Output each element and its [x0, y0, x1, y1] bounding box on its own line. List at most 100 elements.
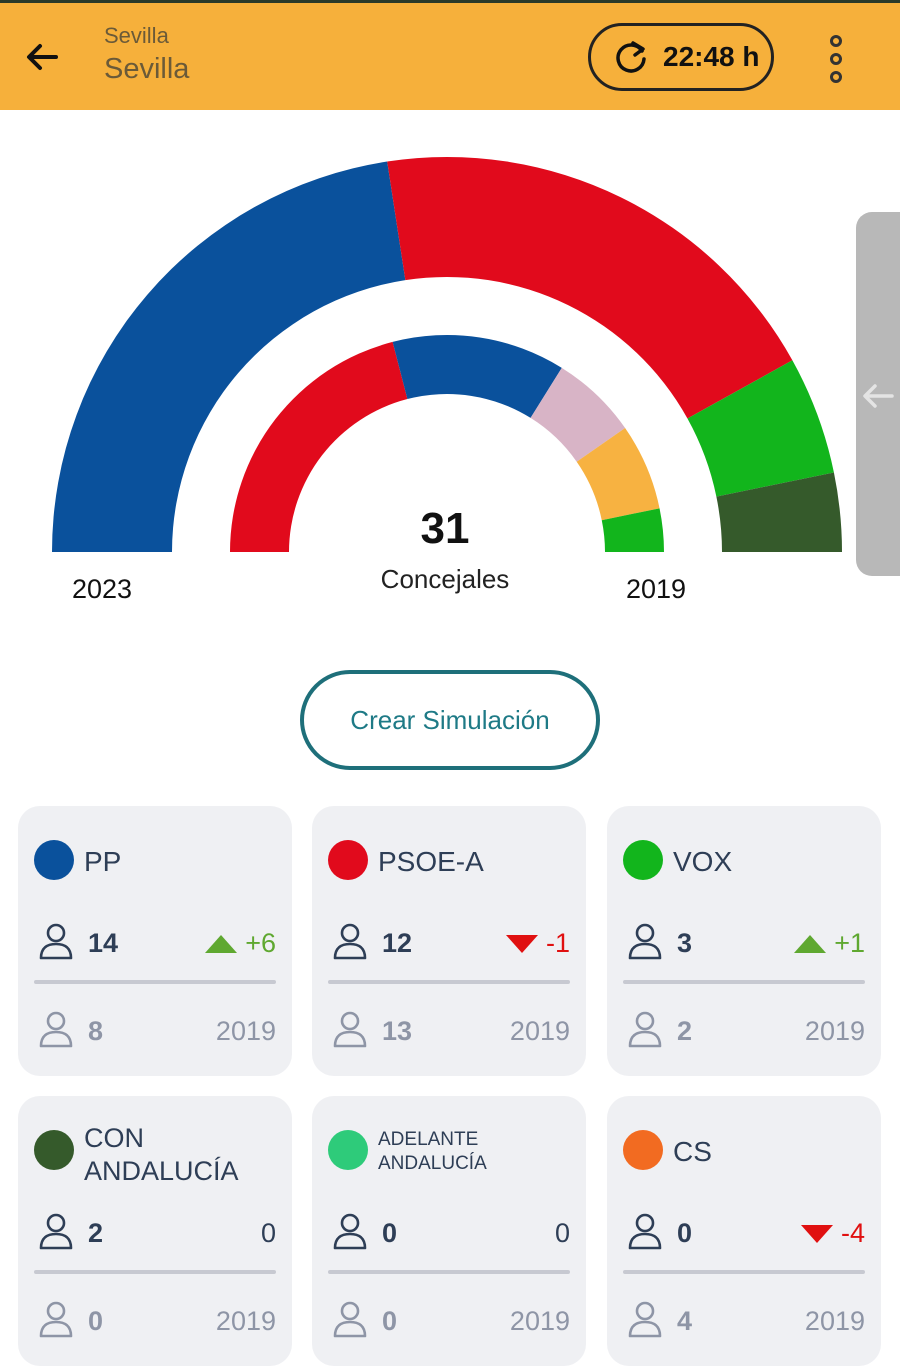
seat-chart [52, 157, 842, 553]
party-name: CS [673, 1136, 712, 1167]
party-card-vox[interactable]: VOX 3 +1 2 2019 [607, 806, 881, 1076]
party-card-adelante-andalucia[interactable]: ADELANTE ANDALUCÍA 0 0 0 2019 [312, 1096, 586, 1366]
seat-change: -4 [800, 1218, 865, 1249]
party-name: ADELANTE ANDALUCÍA [378, 1128, 487, 1176]
divider [34, 980, 276, 984]
party-name-line1: ADELANTE [378, 1129, 479, 1150]
seats-2023-row: 14 +6 [34, 922, 276, 962]
ring-2019-slice-pp [392, 335, 562, 418]
person-icon [39, 1011, 73, 1048]
seats-2019-row: 8 2019 [34, 1010, 276, 1050]
party-color-dot [34, 1130, 74, 1170]
party-color-dot [34, 840, 74, 880]
seats-2019-row: 13 2019 [328, 1010, 570, 1050]
party-name-line2: ANDALUCÍA [84, 1156, 239, 1186]
total-seats: 31 [420, 504, 470, 553]
seats-2023-row: 0 0 [328, 1212, 570, 1252]
person-icon [39, 1213, 73, 1250]
party-name-line1: CON [84, 1123, 144, 1153]
ring-2019-slice-cs [576, 428, 660, 521]
party-name: PP [84, 846, 122, 877]
seats-2019-row: 0 2019 [328, 1300, 570, 1340]
seats-2019-row: 4 2019 [623, 1300, 865, 1340]
seat-change-value: -1 [545, 928, 570, 958]
side-panel-handle[interactable] [856, 212, 900, 576]
seats-2023-row: 3 +1 [623, 922, 865, 962]
party-color-dot [328, 840, 368, 880]
seats-2023-row: 12 -1 [328, 922, 570, 962]
person-icon [333, 1213, 367, 1250]
seat-change-value: -4 [840, 1218, 865, 1248]
app-bar: Sevilla Sevilla 22:48 h [0, 3, 900, 110]
seats-2023: 0 [677, 1218, 693, 1248]
previous-year: 2019 [509, 1016, 570, 1046]
status-strip [0, 0, 900, 3]
handle-arrow-icon [863, 384, 894, 408]
party-card-pp[interactable]: PP 14 +6 8 2019 [18, 806, 292, 1076]
seats-2023-row: 2 0 [34, 1212, 276, 1252]
seats-2019-row: 0 2019 [34, 1300, 276, 1340]
ring-2019-slice-vox [601, 508, 664, 552]
seat-change-value: 0 [260, 1218, 276, 1248]
seat-change: -1 [505, 928, 570, 959]
trend-down-icon [800, 1224, 833, 1243]
seat-change-value: 0 [554, 1218, 570, 1248]
seats-2019: 0 [382, 1306, 398, 1336]
update-time: 22:48 h [663, 41, 760, 72]
ring-2019-slice-psoe-a [230, 341, 408, 552]
party-name: PSOE-A [378, 846, 484, 877]
seats-2019: 2 [677, 1016, 693, 1046]
refresh-time-button[interactable]: 22:48 h [588, 23, 774, 91]
back-arrow-icon[interactable] [22, 37, 62, 77]
seats-2019-row: 2 2019 [623, 1010, 865, 1050]
divider [328, 980, 570, 984]
trend-up-icon [794, 934, 827, 953]
more-vertical-icon[interactable] [822, 31, 850, 87]
person-icon [39, 1301, 73, 1338]
previous-year: 2019 [215, 1306, 276, 1336]
party-name-line2: ANDALUCÍA [378, 1153, 487, 1174]
divider [328, 1270, 570, 1274]
previous-year: 2019 [804, 1306, 865, 1336]
party-card-cs[interactable]: CS 0 -4 4 2019 [607, 1096, 881, 1366]
seat-change-value: +6 [245, 928, 276, 958]
person-icon [333, 1301, 367, 1338]
previous-year: 2019 [215, 1016, 276, 1046]
person-icon [333, 1011, 367, 1048]
seats-2019: 4 [677, 1306, 693, 1336]
party-card-con-andalucia[interactable]: CON ANDALUCÍA 2 0 0 2019 [18, 1096, 292, 1366]
seat-change: +6 [205, 928, 276, 959]
person-icon [628, 1011, 662, 1048]
trend-up-icon [205, 934, 238, 953]
seats-2023: 2 [88, 1218, 104, 1248]
ring-2023-slice-con-andaluc-a [716, 472, 842, 552]
seat-change-value: +1 [834, 928, 865, 958]
seats-2023-row: 0 -4 [623, 1212, 865, 1252]
party-card-psoe-a[interactable]: PSOE-A 12 -1 13 2019 [312, 806, 586, 1076]
divider [623, 1270, 865, 1274]
person-icon [628, 1213, 662, 1250]
party-color-dot [328, 1130, 368, 1170]
ring-2023-slice-pp [52, 161, 406, 553]
person-icon [628, 923, 662, 960]
ring-2023-slice-psoe-a [387, 157, 793, 419]
header-subtitle: Sevilla [104, 23, 169, 48]
party-name: CON ANDALUCÍA [84, 1122, 239, 1188]
seats-2019: 0 [88, 1306, 104, 1336]
seats-2023: 12 [382, 928, 413, 958]
previous-year: 2019 [509, 1306, 570, 1336]
seats-2023: 3 [677, 928, 693, 958]
seats-2023: 14 [88, 928, 119, 958]
seats-2023: 0 [382, 1218, 398, 1248]
trend-down-icon [505, 934, 538, 953]
year-label-2023: 2023 [72, 574, 133, 604]
total-seats-label: Concejales [380, 564, 510, 594]
seats-2019: 13 [382, 1016, 413, 1046]
seat-change: +1 [794, 928, 865, 959]
party-color-dot [623, 1130, 663, 1170]
party-name: VOX [673, 846, 733, 877]
ring-2023-slice-vox [687, 360, 834, 497]
person-icon [628, 1301, 662, 1338]
create-simulation-button[interactable]: Crear Simulación [300, 670, 600, 770]
divider [623, 980, 865, 984]
